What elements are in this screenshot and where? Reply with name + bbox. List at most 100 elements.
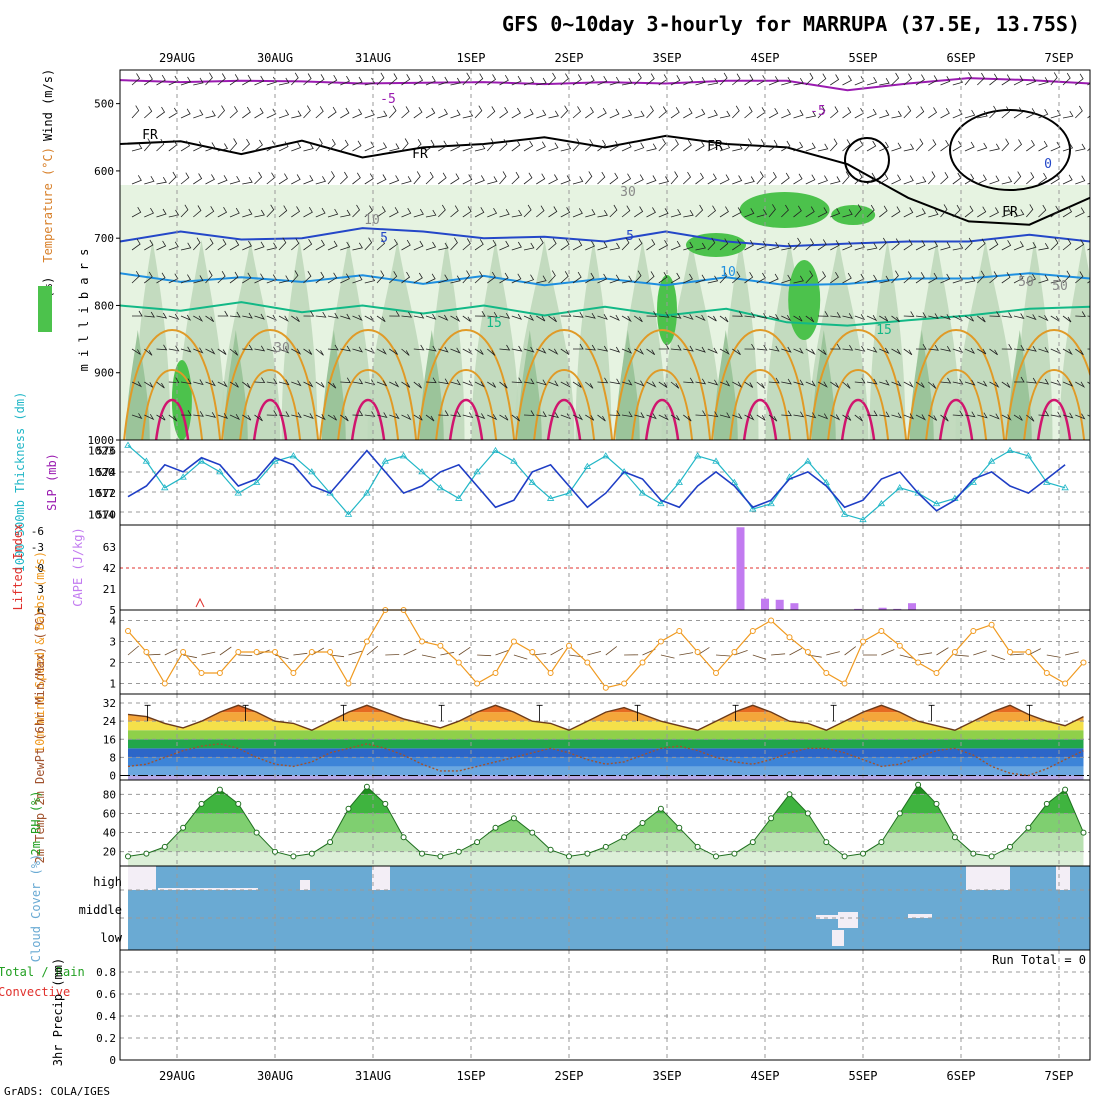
wind-speed-point bbox=[126, 629, 131, 634]
wind-speed-point bbox=[475, 681, 480, 686]
wind-speed-point bbox=[603, 685, 608, 690]
wind-speed-point bbox=[456, 660, 461, 665]
rh2m-point bbox=[640, 821, 645, 826]
date-label-bottom: 7SEP bbox=[1045, 1069, 1074, 1083]
rh2m-point bbox=[199, 801, 204, 806]
cloud-clear-cell bbox=[908, 914, 932, 918]
date-label-top: 29AUG bbox=[159, 51, 195, 65]
rh2m-point bbox=[916, 782, 921, 787]
cloud-level-middle: middle bbox=[79, 903, 122, 917]
wind-speed-point bbox=[677, 629, 682, 634]
rh2m-point bbox=[309, 851, 314, 856]
contour-label: 10 bbox=[720, 265, 736, 280]
tick-label: 2 bbox=[109, 657, 116, 670]
contour-label: 5 bbox=[626, 229, 634, 244]
wind-speed-point bbox=[879, 629, 884, 634]
rh2m-point bbox=[401, 835, 406, 840]
rh2m-point bbox=[456, 849, 461, 854]
contour-label: 5 bbox=[380, 231, 388, 246]
tick-label: 80 bbox=[103, 788, 116, 801]
rh2m-point bbox=[567, 854, 572, 859]
wind-speed-point bbox=[217, 671, 222, 676]
rh2m-point bbox=[934, 801, 939, 806]
rh2m-point bbox=[603, 844, 608, 849]
panel-cloud: high middle low Cloud Cover (%) bbox=[29, 854, 1090, 962]
rh2m-point bbox=[732, 851, 737, 856]
wind-barb-10m bbox=[238, 655, 252, 656]
rh2m-point bbox=[254, 830, 259, 835]
rh2m-point bbox=[1008, 844, 1013, 849]
cloud-background bbox=[128, 866, 1090, 950]
rh2m-point bbox=[585, 851, 590, 856]
date-label-top: 2SEP bbox=[555, 51, 584, 65]
rh2m-point bbox=[952, 835, 957, 840]
chart-title: GFS 0~10day 3-hourly for MARRUPA (37.5E,… bbox=[502, 12, 1080, 36]
wind-speed-point bbox=[511, 639, 516, 644]
tick-label: 0.6 bbox=[96, 988, 116, 1001]
date-label-top: 3SEP bbox=[653, 51, 682, 65]
cloud-clear-cell bbox=[1056, 866, 1070, 890]
cloud-clear-cell bbox=[300, 880, 310, 890]
rh2m-point bbox=[1063, 787, 1068, 792]
rh2m-point bbox=[1044, 801, 1049, 806]
rh2m-point bbox=[181, 825, 186, 830]
rh2m-point bbox=[971, 851, 976, 856]
tick-label: 4 bbox=[109, 615, 116, 628]
wind-speed-point bbox=[181, 650, 186, 655]
rh2m-point bbox=[861, 851, 866, 856]
wind-speed-point bbox=[291, 671, 296, 676]
tick-label: 21 bbox=[103, 583, 116, 596]
cloud-clear-cell bbox=[838, 912, 858, 928]
tick-label: 0.2 bbox=[96, 1032, 116, 1045]
rh2m-point bbox=[364, 784, 369, 789]
date-label-bottom: 31AUG bbox=[355, 1069, 391, 1083]
wind-speed-point bbox=[493, 671, 498, 676]
tick-label: 3 bbox=[109, 636, 116, 649]
date-label-bottom: 2SEP bbox=[555, 1069, 584, 1083]
temp-band bbox=[120, 775, 1090, 780]
svg-text:RH (%)Temperature (°C)Wind (m/: RH (%)Temperature (°C)Wind (m/s) bbox=[41, 69, 55, 320]
wind-speed-point bbox=[236, 650, 241, 655]
cloud-clear-cell bbox=[128, 866, 156, 890]
rh-legend-swatch bbox=[38, 286, 52, 332]
rh2m-point bbox=[1081, 830, 1086, 835]
rh2m-point bbox=[897, 811, 902, 816]
rh2m-point bbox=[530, 830, 535, 835]
wind-speed-point bbox=[346, 681, 351, 686]
pressure-tick: 500 bbox=[94, 98, 114, 111]
pressure-tick: 600 bbox=[94, 165, 114, 178]
date-label-top: 7SEP bbox=[1045, 51, 1074, 65]
precip-total-label: Total / Rain bbox=[0, 965, 85, 979]
date-label-top: 30AUG bbox=[257, 51, 293, 65]
tick-label: 1023 bbox=[88, 445, 115, 458]
contour-label: 50 bbox=[1018, 275, 1034, 290]
tick-label: 24 bbox=[103, 715, 117, 728]
date-label-top: 5SEP bbox=[849, 51, 878, 65]
rh-band bbox=[120, 852, 1090, 866]
wind-speed-point bbox=[714, 671, 719, 676]
temp-band bbox=[120, 757, 1090, 766]
rh2m-point bbox=[842, 854, 847, 859]
cloud-clear-cell bbox=[832, 930, 844, 946]
footer-credit: GrADS: COLA/IGES bbox=[4, 1085, 110, 1098]
cloud-level-high: high bbox=[93, 875, 122, 889]
wind-speed-point bbox=[971, 629, 976, 634]
wind-speed-point bbox=[144, 650, 149, 655]
tick-label: 1 bbox=[109, 678, 116, 691]
tick-label: -6 bbox=[31, 525, 44, 538]
lifted-label: Lifted Index bbox=[11, 524, 25, 611]
cape-bar bbox=[737, 527, 745, 610]
wind-speed-point bbox=[567, 643, 572, 648]
run-total: Run Total = 0 bbox=[992, 953, 1086, 967]
cloud-clear-cell bbox=[372, 866, 390, 890]
tick-label: 0.8 bbox=[96, 966, 116, 979]
wind-speed-point bbox=[309, 650, 314, 655]
date-label-top: 4SEP bbox=[751, 51, 780, 65]
rh2m-point bbox=[144, 851, 149, 856]
tick-label: 32 bbox=[103, 697, 116, 710]
